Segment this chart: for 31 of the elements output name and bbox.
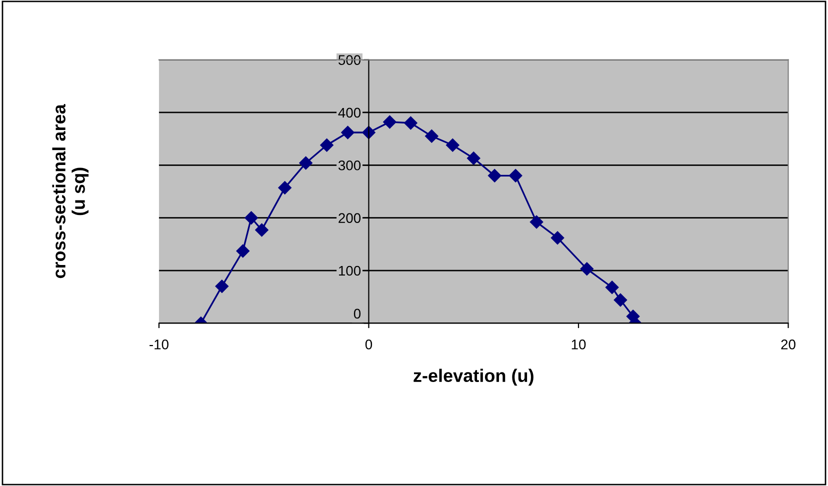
y-axis-title: cross-sectional area (u sq) [52,104,89,278]
point [299,156,312,170]
point [215,280,228,293]
x-axis-title: z-elevation (u) [414,368,534,386]
point [320,138,334,152]
x-tick-label: 20 [781,340,796,350]
x-tick-label: 10 [572,340,586,350]
point [508,169,522,182]
y-tick-label: 100 [338,266,361,276]
point [255,223,268,237]
y-tick-label: 0 [354,308,361,319]
point [580,262,594,276]
point [446,138,460,152]
point [244,211,258,224]
point [605,280,619,294]
point [404,116,418,130]
point [467,152,480,165]
x-tick-label: 0 [365,340,372,350]
point [488,169,502,182]
point [341,126,354,140]
point [383,115,396,129]
y-tick-label: 300 [338,160,361,170]
point [236,244,250,258]
point [614,293,628,307]
y-tick-label: 200 [338,213,361,223]
point [550,231,564,244]
x-tick-label: -10 [150,340,168,350]
point [278,181,292,194]
point [425,130,438,143]
point [530,215,544,229]
y-tick-label: 400 [338,108,361,118]
